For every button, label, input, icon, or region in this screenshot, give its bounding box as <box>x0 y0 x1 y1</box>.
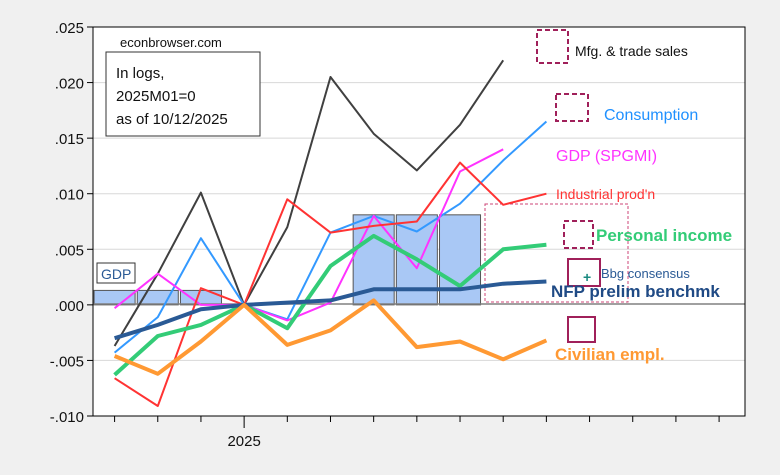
series-line-nfp-prelim-benchmk <box>114 279 547 341</box>
bbg-consensus-marker <box>567 258 601 287</box>
series-line-gdp-spgmi- <box>113 148 504 322</box>
label-bbg-consensus: Bbg consensus <box>601 266 690 281</box>
y-tick-label: .015 <box>55 131 84 148</box>
series-line-civilian-empl- <box>113 298 548 376</box>
label-nfp-prelim-benchmk: NFP prelim benchmk <box>551 282 720 301</box>
label-civilian-empl: Civilian empl. <box>555 345 665 364</box>
note-line-3: as of 10/12/2025 <box>116 111 228 128</box>
label-industrial-prodn: Industrial prod'n <box>556 186 655 202</box>
bbg-plus-icon: + <box>583 269 591 285</box>
x-tick-label-2025: 2025 <box>227 433 260 450</box>
y-tick-label: .010 <box>55 187 84 204</box>
note-box <box>105 51 261 137</box>
gdp-bar <box>439 214 482 306</box>
y-tick-label: .025 <box>55 20 84 37</box>
y-tick-label: .005 <box>55 242 84 259</box>
source-label: econbrowser.com <box>120 35 222 50</box>
y-tick-label: .020 <box>55 76 84 93</box>
y-tick-label: -.005 <box>50 353 84 370</box>
q3-forecast-box <box>484 203 629 303</box>
note-line-1: In logs, <box>116 65 164 82</box>
personal-income-marker <box>563 220 594 249</box>
gdp-bar <box>179 289 222 306</box>
series-line-personal-income <box>113 233 547 377</box>
label-personal-income: Personal income <box>596 226 732 245</box>
gdp-bars-label: GDP <box>101 266 131 282</box>
civilian-empl-marker <box>567 316 596 343</box>
plot-frame <box>92 26 746 417</box>
y-tick-label: -.010 <box>50 409 84 426</box>
gdp-bar <box>136 289 179 306</box>
consumption-marker <box>555 93 589 122</box>
label-gdp-spgmi: GDP (SPGMI) <box>556 148 657 165</box>
note-line-2: 2025M01=0 <box>116 88 196 105</box>
gdp-label-box <box>96 262 136 284</box>
label-consumption: Consumption <box>604 107 698 124</box>
series-line-mfg-trade-sales <box>113 59 505 347</box>
q3-markers <box>536 29 601 343</box>
y-tick-label: .000 <box>55 298 84 315</box>
label-mfg-trade-sales: Mfg. & trade sales <box>575 43 688 59</box>
